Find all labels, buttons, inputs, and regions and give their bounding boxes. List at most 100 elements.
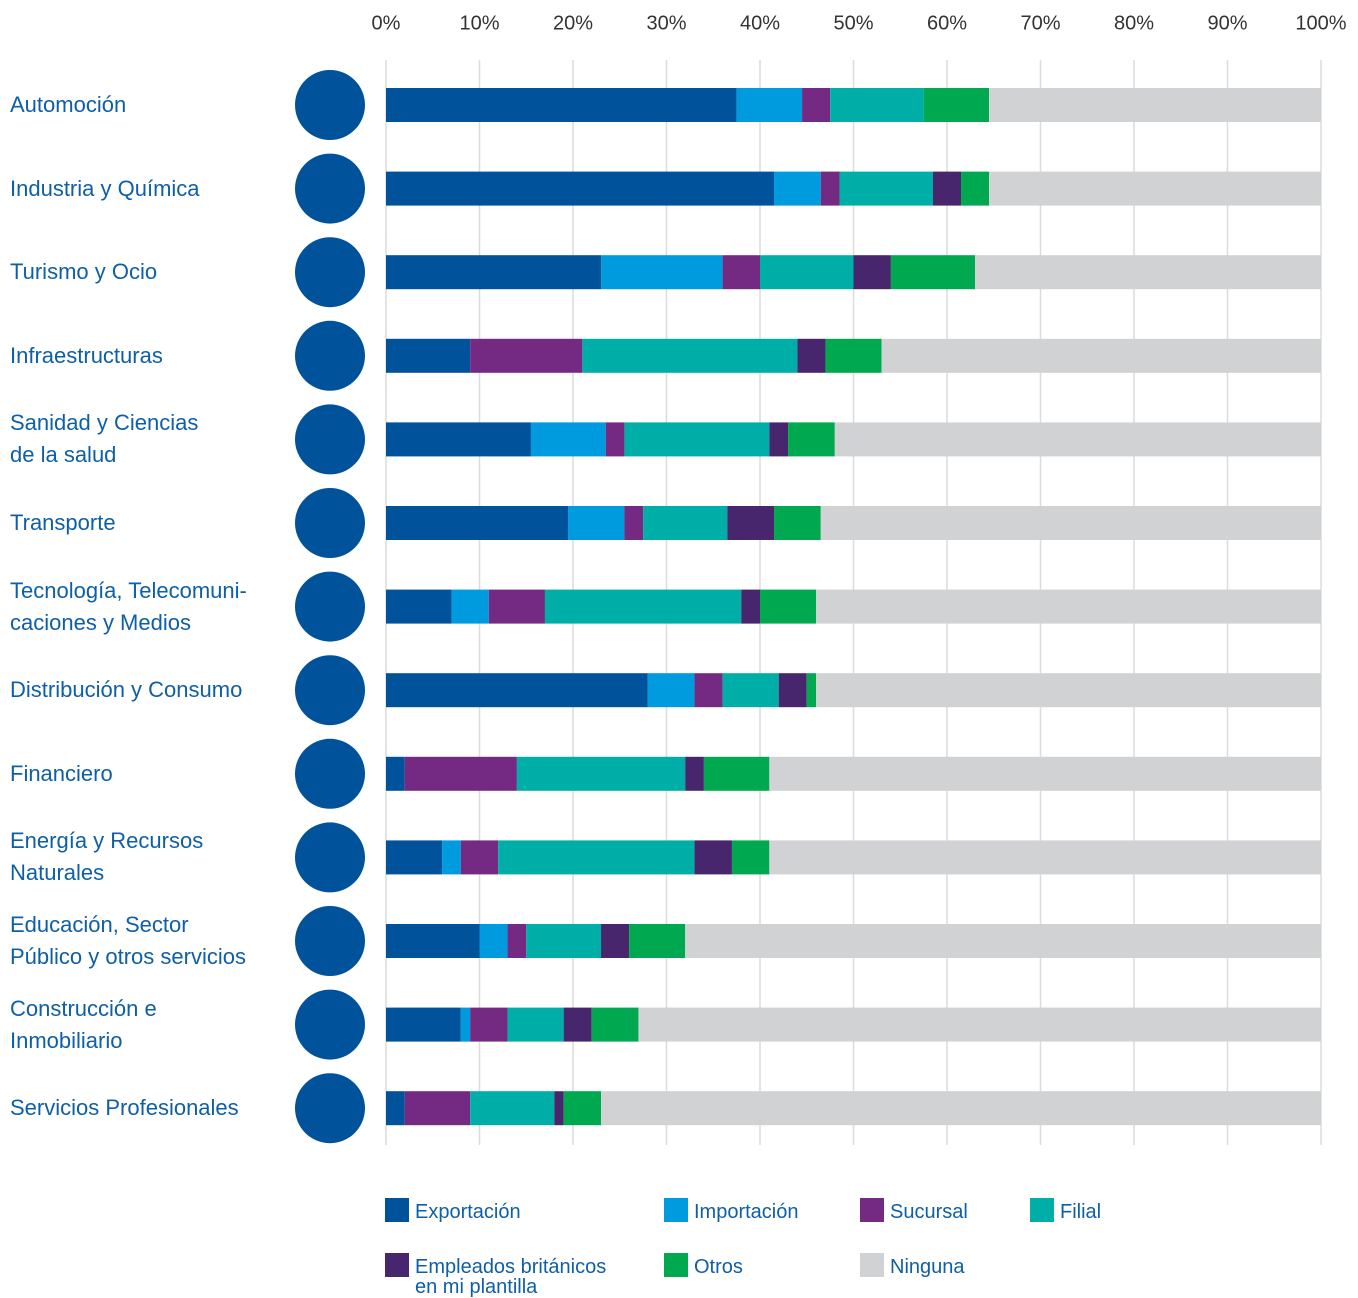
bar-segment: [816, 673, 1321, 708]
bar-segment: [647, 673, 695, 708]
bar-segment: [386, 924, 480, 958]
icon: [295, 320, 365, 391]
x-tick-label: 100%: [1295, 12, 1346, 34]
bar-segment: [516, 756, 686, 791]
bar-segment: [788, 422, 835, 457]
bar-segment: [736, 88, 803, 122]
bar-segment: [470, 1091, 555, 1126]
bar-segment: [961, 171, 990, 206]
x-tick-label: 50%: [833, 12, 873, 34]
bar-segment: [568, 506, 625, 540]
category-label: Tecnología, Telecomuni- caciones y Medio…: [10, 577, 247, 635]
bar-segment: [774, 171, 821, 206]
bar-segment: [839, 171, 933, 206]
bar-segment: [404, 756, 517, 791]
bar-segment: [442, 840, 461, 875]
bar-segment: [624, 506, 644, 540]
icon: [295, 237, 365, 308]
bar-segment: [601, 255, 723, 290]
legend-swatch: [1030, 1198, 1054, 1222]
bar-segment: [778, 673, 807, 708]
bar-segment: [386, 88, 737, 122]
bar-segment: [629, 924, 686, 958]
bar-segment: [582, 338, 798, 373]
bar-segment: [820, 506, 1321, 540]
category-label: Infraestructuras: [10, 342, 163, 368]
bar-segment: [881, 338, 1321, 373]
legend-label: Ninguna: [890, 1256, 965, 1278]
bar-segment: [685, 756, 704, 791]
bar-segment: [703, 756, 770, 791]
icon: [295, 404, 365, 475]
bar-segment: [451, 589, 489, 624]
bar-segment: [470, 1007, 508, 1042]
legend-swatch: [860, 1253, 884, 1277]
x-tick-label: 90%: [1207, 12, 1247, 34]
category-label: Financiero: [10, 760, 113, 786]
bar-segment: [830, 88, 924, 122]
legend-label: Otros: [694, 1256, 743, 1278]
bar-segment: [460, 840, 499, 875]
bar-segment: [591, 1007, 639, 1042]
x-tick-label: 20%: [553, 12, 593, 34]
bar-segment: [989, 88, 1321, 122]
bar-segment: [731, 840, 770, 875]
bar-segment: [769, 756, 1321, 791]
bar-segment: [563, 1007, 592, 1042]
legend-swatch: [385, 1198, 409, 1222]
legend-label: Empleados británicos en mi plantilla: [415, 1256, 607, 1298]
x-tick-label: 70%: [1020, 12, 1060, 34]
bar-segment: [386, 756, 405, 791]
bar-segment: [694, 673, 723, 708]
icon: [295, 70, 365, 140]
bar-segment: [923, 88, 990, 122]
bar-segment: [460, 1007, 471, 1042]
legend-label: Importación: [694, 1201, 799, 1223]
icon: [295, 1073, 365, 1144]
bar-segment: [741, 589, 760, 624]
bar-segment: [554, 1091, 564, 1126]
bar-segment: [479, 924, 508, 958]
bar-segment: [727, 506, 775, 540]
legend-swatch: [385, 1253, 409, 1277]
bar-segment: [890, 255, 976, 290]
icon: [295, 989, 365, 1060]
bar-segment: [563, 1091, 602, 1126]
bar-segment: [769, 840, 1321, 875]
legend-label: Exportación: [415, 1201, 521, 1223]
bar-segment: [605, 422, 625, 457]
bar-segment: [975, 255, 1321, 290]
bar-segment: [386, 1091, 405, 1126]
category-label: Distribución y Consumo: [10, 677, 243, 703]
bar-segment: [825, 338, 882, 373]
bar-segment: [760, 589, 817, 624]
bar-segment: [601, 1091, 1321, 1126]
bar-segment: [769, 422, 789, 457]
bar-segment: [643, 506, 728, 540]
x-tick-label: 80%: [1114, 12, 1154, 34]
bar-segment: [507, 924, 527, 958]
bar-segment: [526, 924, 602, 958]
bar-segment: [544, 589, 742, 624]
icon: [295, 738, 365, 809]
bar-segment: [470, 338, 583, 373]
category-label: Sanidad y Ciencias de la salud: [10, 410, 199, 468]
legend-swatch: [664, 1198, 688, 1222]
icon: [295, 655, 365, 726]
bar-segment: [386, 589, 452, 624]
bar-segment: [386, 506, 569, 540]
bar-segment: [488, 589, 545, 624]
bar-segment: [722, 673, 779, 708]
x-tick-label: 30%: [646, 12, 686, 34]
icon: [295, 571, 365, 642]
x-tick-label: 60%: [927, 12, 967, 34]
category-label: Turismo y Ocio: [10, 259, 158, 285]
bar-segment: [820, 171, 840, 206]
bar-segment: [989, 171, 1321, 206]
bar-segment: [722, 255, 760, 290]
bar-segment: [530, 422, 606, 457]
category-label: Energía y Recursos Naturales: [10, 828, 204, 886]
category-label: Industria y Química: [10, 175, 200, 201]
bar-segment: [685, 924, 1321, 958]
